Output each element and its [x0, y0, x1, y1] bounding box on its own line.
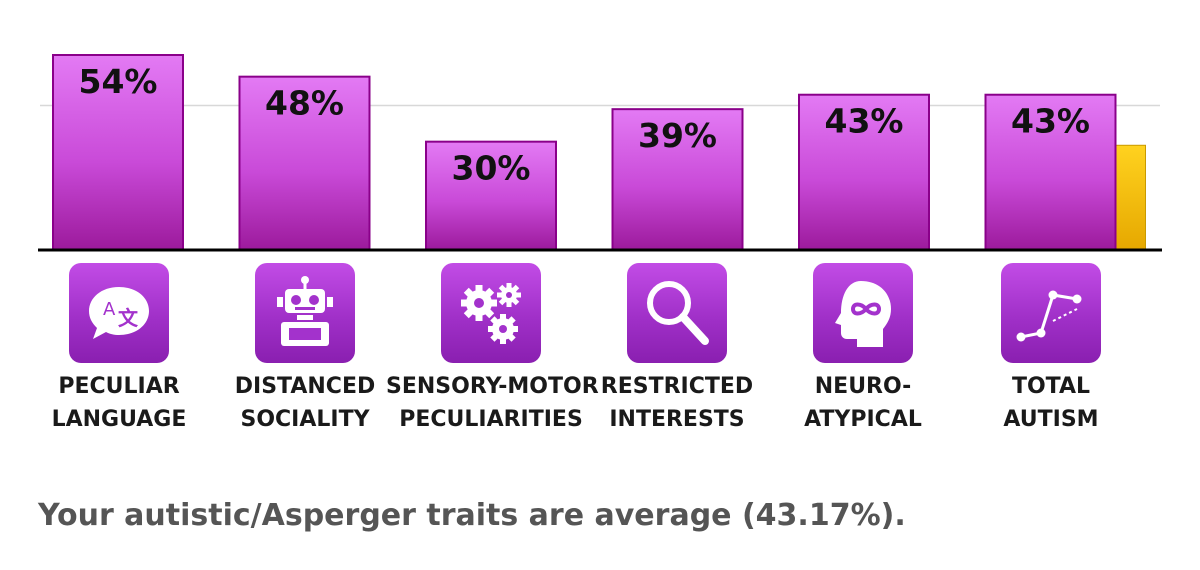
category-label-line: PECULIAR: [58, 374, 180, 399]
category-label-line: DISTANCED: [234, 374, 376, 399]
category-label-line: TOTAL: [1011, 374, 1091, 399]
icon-distanced-sociality: [255, 263, 355, 363]
bar: [798, 93, 930, 251]
bar-value-label: 39%: [638, 116, 717, 155]
category-label-peculiar-language: PECULIAR LANGUAGE: [14, 370, 224, 436]
magnifier-icon: [647, 281, 709, 345]
bar: [238, 75, 371, 251]
category-label-line: LANGUAGE: [51, 407, 187, 432]
constellation-graph-icon: [1016, 290, 1082, 342]
robot-icon: [277, 276, 333, 346]
translate-speech-icon: A 文: [89, 287, 149, 339]
category-label-line: INTERESTS: [609, 407, 745, 432]
bar-value-label: 43%: [1011, 102, 1090, 141]
category-label-line: SENSORY-MOTOR: [386, 374, 599, 399]
reference-bar: [1115, 144, 1146, 251]
category-label-restricted-interests: RESTRICTED INTERESTS: [572, 370, 782, 436]
bar-value-label: 43%: [825, 102, 904, 141]
category-label-line: AUTISM: [1003, 407, 1099, 432]
category-label-line: PECULIARITIES: [399, 407, 583, 432]
category-label-sensory-motor: SENSORY-MOTOR PECULIARITIES: [386, 370, 599, 436]
icon-restricted-interests: [627, 263, 727, 363]
svg-text:A: A: [103, 299, 116, 320]
bar: [984, 93, 1117, 251]
icon-total-autism: [1001, 263, 1101, 363]
head-infinity-icon: [835, 281, 891, 347]
bar-value-label: 30%: [452, 149, 531, 188]
category-label-line: ATYPICAL: [804, 407, 922, 432]
category-label-neuro-atypical: NEURO- ATYPICAL: [758, 370, 968, 436]
bar-value-label: 54%: [79, 62, 158, 101]
result-summary: Your autistic/Asperger traits are averag…: [38, 498, 906, 533]
gears-icon: [461, 283, 521, 344]
bar-chart: 54% 48% 30% 39% 43% 43%: [38, 54, 1162, 252]
svg-text:文: 文: [118, 306, 139, 330]
icon-peculiar-language: A 文: [69, 263, 169, 363]
bar: [611, 108, 744, 251]
icon-neuro-atypical: [813, 263, 913, 363]
category-label-line: NEURO-: [814, 374, 912, 399]
category-label-line: SOCIALITY: [240, 407, 370, 432]
icon-sensory-motor: [441, 263, 541, 363]
bar-value-label: 48%: [265, 84, 344, 123]
category-label-total-autism: TOTAL AUTISM: [946, 370, 1156, 436]
category-label-distanced-sociality: DISTANCED SOCIALITY: [200, 370, 410, 436]
category-label-line: RESTRICTED: [600, 374, 754, 399]
